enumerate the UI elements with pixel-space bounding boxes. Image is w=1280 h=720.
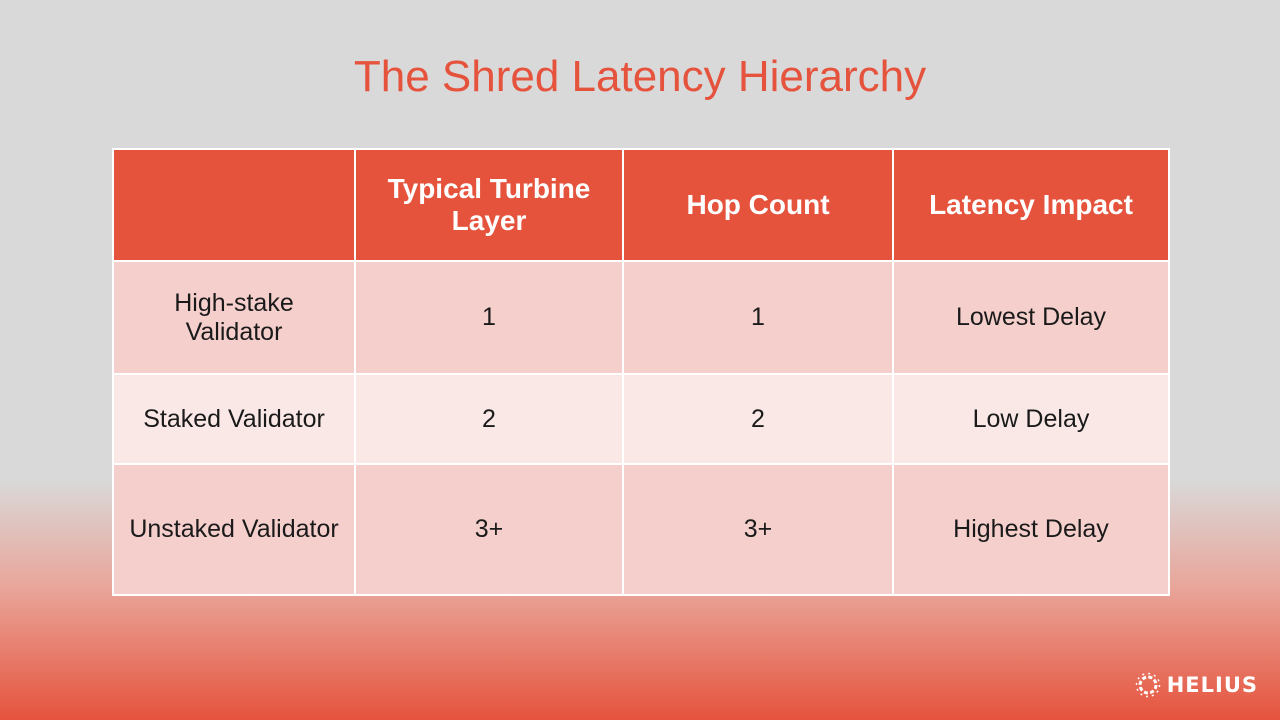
cell: Highest Delay [892,463,1170,596]
header-cell [112,148,356,262]
slide-title: The Shred Latency Hierarchy [353,52,927,101]
cell: 3+ [622,463,894,596]
logo-text: HELIUS [1166,673,1258,697]
table-row: Unstaked Validator 3+ 3+ Highest Delay [112,463,1170,596]
cell: Lowest Delay [892,260,1170,375]
header-cell: Hop Count [622,148,894,262]
cell: 3+ [354,463,624,596]
row-label: Staked Validator [112,373,356,465]
cell: 1 [354,260,624,375]
logo: HELIUS [1135,672,1258,698]
table-row: Staked Validator 2 2 Low Delay [112,373,1170,465]
cell: 2 [622,373,894,465]
header-cell: Typical Turbine Layer [354,148,624,262]
cell: 1 [622,260,894,375]
cell: Low Delay [892,373,1170,465]
header-cell: Latency Impact [892,148,1170,262]
latency-table: Typical Turbine Layer Hop Count Latency … [112,148,1170,596]
logo-icon [1135,672,1160,698]
row-label: High-stake Validator [112,260,356,375]
row-label: Unstaked Validator [112,463,356,596]
header-row: Typical Turbine Layer Hop Count Latency … [112,148,1170,262]
table-row: High-stake Validator 1 1 Lowest Delay [112,260,1170,375]
cell: 2 [354,373,624,465]
